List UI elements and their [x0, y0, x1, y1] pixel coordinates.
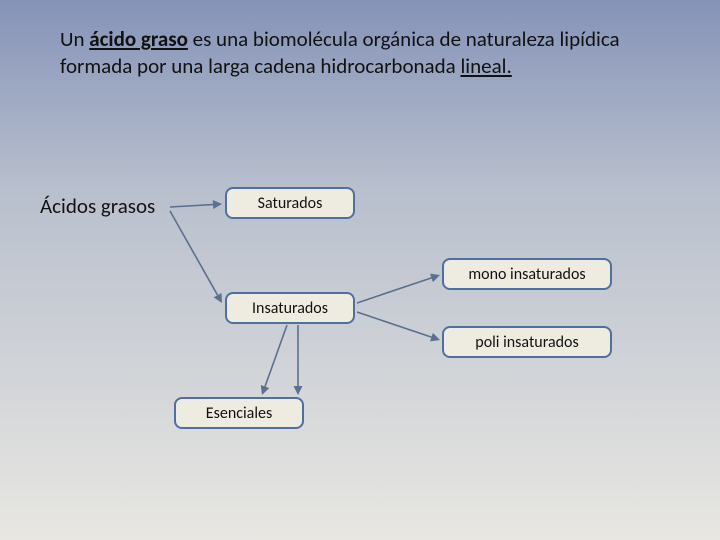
- node-mono: mono insaturados: [442, 258, 612, 290]
- slide-background: [0, 0, 720, 540]
- node-poli-label: poli insaturados: [475, 333, 578, 352]
- para-pre: Un: [60, 26, 89, 52]
- para-term: ácido graso: [89, 26, 188, 52]
- node-insaturados: Insaturados: [225, 292, 355, 324]
- node-insaturados-label: Insaturados: [252, 299, 328, 318]
- node-mono-label: mono insaturados: [468, 265, 585, 284]
- node-saturados-label: Saturados: [258, 194, 323, 213]
- node-saturados: Saturados: [225, 187, 355, 219]
- node-esenciales-label: Esenciales: [206, 404, 272, 423]
- definition-paragraph: Un ácido graso es una biomolécula orgáni…: [60, 26, 650, 80]
- para-tail: lineal.: [460, 53, 511, 79]
- root-label: Ácidos grasos: [40, 193, 155, 219]
- node-esenciales: Esenciales: [174, 397, 304, 429]
- node-poli: poli insaturados: [442, 326, 612, 358]
